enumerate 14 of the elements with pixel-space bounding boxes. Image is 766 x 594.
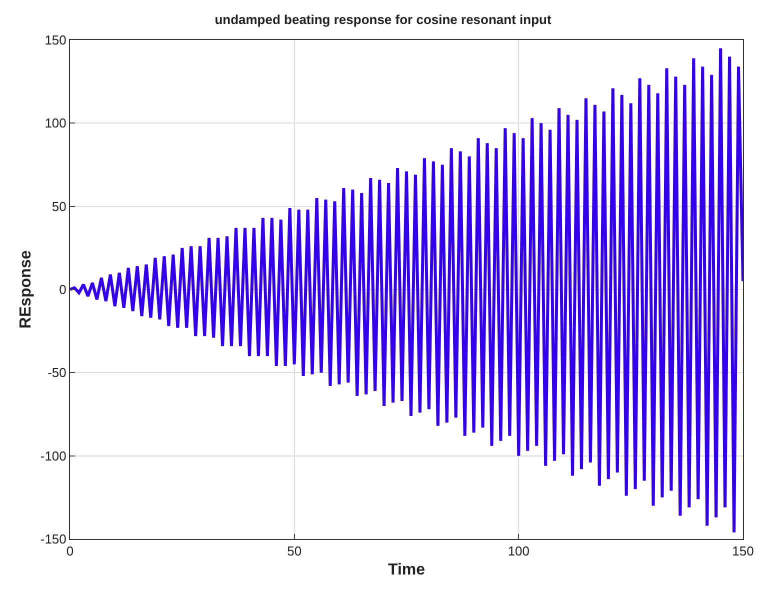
y-tick-label: 0	[59, 282, 66, 298]
x-axis-title: Time	[388, 561, 426, 578]
chart-title: undamped beating response for cosine resonant input	[214, 12, 552, 27]
y-tick-label: 150	[44, 32, 66, 48]
y-tick-label: 50	[52, 198, 66, 214]
y-axis-title: REsponse	[17, 250, 34, 329]
line-series	[70, 46, 743, 534]
y-tick-label: -150	[40, 532, 66, 547]
y-tick-label: -100	[40, 448, 66, 464]
x-tick-label: 50	[287, 544, 302, 559]
y-tick-label: -50	[48, 365, 66, 380]
x-tick-label: 100	[508, 544, 530, 559]
x-tick-label: 150	[732, 544, 754, 559]
y-tick-label: 100	[44, 116, 66, 131]
